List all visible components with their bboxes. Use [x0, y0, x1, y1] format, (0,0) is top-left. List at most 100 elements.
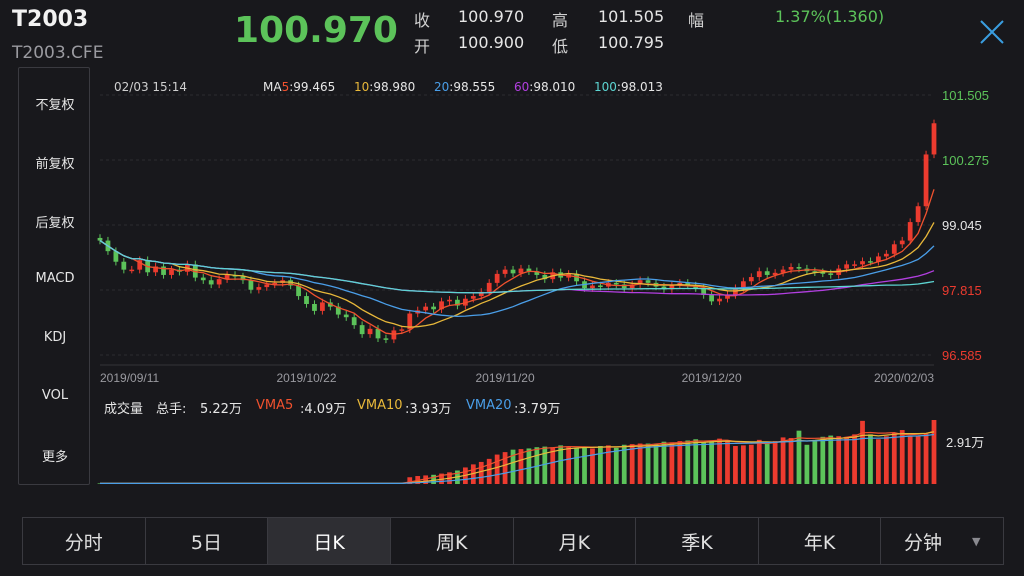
candle-body [852, 264, 857, 266]
volume-bar [661, 441, 667, 484]
sidebar-item-forward-adjusted[interactable]: 前复权 [35, 157, 75, 172]
ma20-legend: 20:98.555 [434, 80, 496, 94]
sidebar-item-macd[interactable]: MACD [35, 271, 75, 286]
date-tick-label: 2020/02/03 [874, 371, 934, 385]
candle-body [248, 280, 254, 290]
candle-body [407, 313, 413, 330]
date-tick-label: 2019/10/22 [276, 371, 336, 385]
candle-body [304, 296, 309, 305]
candle-body [645, 280, 651, 283]
tab-monthly-k[interactable]: 月K [514, 518, 637, 564]
vma5-value: :4.09万 [300, 402, 347, 417]
price-tick-label: 97.815 [942, 283, 982, 298]
cursor-datetime: 02/03 15:14 [114, 80, 187, 94]
tab-minute[interactable]: 分钟 ▼ [881, 518, 1003, 564]
volume-bar [613, 447, 619, 484]
volume-bar [931, 420, 937, 484]
candle-body [367, 328, 373, 335]
volume-bar [550, 447, 556, 484]
volume-bar [677, 441, 683, 484]
low-label: 低 [552, 37, 569, 56]
tab-minute-label: 分钟 [903, 531, 942, 554]
tab-weekly-k[interactable]: 周K [391, 518, 514, 564]
volume-bar [891, 432, 897, 484]
candle-body [470, 296, 476, 299]
date-tick-label: 2019/09/11 [100, 371, 159, 385]
candle-body [216, 279, 222, 285]
candle-body [423, 306, 429, 311]
sidebar-item-more[interactable]: 更多 [41, 450, 68, 465]
volume-bar [923, 433, 929, 484]
volume-bar [470, 464, 476, 484]
candle-body [844, 264, 850, 269]
volume-bar [860, 420, 865, 484]
candle-body [447, 299, 452, 302]
volume-bar [844, 436, 850, 484]
change-value: 1.37%(1.360) [775, 7, 885, 26]
candle-body [613, 282, 619, 285]
candle-body [153, 266, 158, 273]
candle-body [637, 280, 643, 285]
volume-bar [796, 430, 802, 484]
volume-bar [518, 449, 524, 484]
sidebar-item-vol[interactable]: VOL [41, 388, 69, 403]
tab-intraday[interactable]: 分时 [23, 518, 146, 564]
close-value: 100.970 [458, 7, 525, 26]
candle-body [828, 273, 834, 275]
candle-body [669, 285, 675, 290]
volume-bar [899, 430, 905, 484]
high-value: 101.505 [598, 7, 665, 26]
volume-bar [645, 443, 651, 484]
candle-body [629, 284, 635, 289]
volume-bar [637, 443, 643, 484]
tab-yearly-k[interactable]: 年K [759, 518, 882, 564]
period-tabs: 分时 5日 日K 周K 月K 季K 年K 分钟 ▼ [22, 517, 1004, 565]
candle-body [320, 302, 325, 311]
tab-5day[interactable]: 5日 [146, 518, 269, 564]
sidebar-item-unadjusted[interactable]: 不复权 [35, 98, 75, 113]
date-tick-label: 2019/12/20 [682, 371, 742, 385]
kline-chart[interactable]: 101.505 100.275 99.045 97.815 96.585 2019/09/… [0, 0, 1024, 500]
volume-bar [764, 441, 770, 484]
candle-body [788, 267, 794, 270]
candle-body [296, 285, 301, 297]
volume-bar [709, 440, 714, 484]
sidebar-item-backward-adjusted[interactable]: 后复权 [35, 216, 75, 231]
low-value: 100.795 [598, 33, 665, 52]
volume-bar [582, 447, 587, 484]
volume-bar [772, 441, 778, 484]
vma10-label: VMA10 [357, 398, 403, 413]
candle-body [272, 282, 278, 285]
candle-body [876, 256, 881, 262]
volume-bar [558, 445, 564, 484]
volume-bar [828, 435, 834, 484]
last-price: 100.970 [234, 10, 398, 51]
candle-body [224, 274, 230, 280]
candle-body [478, 291, 484, 297]
price-tick-label: 96.585 [942, 348, 982, 363]
chevron-down-icon: ▼ [971, 534, 981, 548]
candle-body [764, 271, 770, 275]
open-value: 100.900 [458, 33, 525, 52]
volume-bar [574, 447, 579, 484]
candle-body [621, 284, 627, 289]
sidebar-item-kdj[interactable]: KDJ [43, 330, 67, 345]
volume-bar [836, 436, 842, 484]
close-icon[interactable] [978, 20, 1006, 44]
candle-body [208, 280, 214, 285]
vma20-line [100, 433, 935, 484]
tab-daily-k[interactable]: 日K [268, 518, 391, 564]
tab-quarterly-k[interactable]: 季K [636, 518, 759, 564]
candle-body [796, 267, 802, 269]
volume-bar [883, 436, 889, 484]
candle-body [312, 304, 317, 311]
candle-body [915, 206, 921, 223]
volume-bar [605, 445, 611, 484]
ma5-legend: MA5:99.465 [263, 80, 336, 94]
candle-body [725, 295, 730, 299]
candle-body [121, 261, 127, 270]
candle-body [359, 325, 365, 335]
volume-bar [526, 448, 532, 484]
volume-bar [598, 445, 603, 484]
volume-bar [804, 444, 810, 484]
